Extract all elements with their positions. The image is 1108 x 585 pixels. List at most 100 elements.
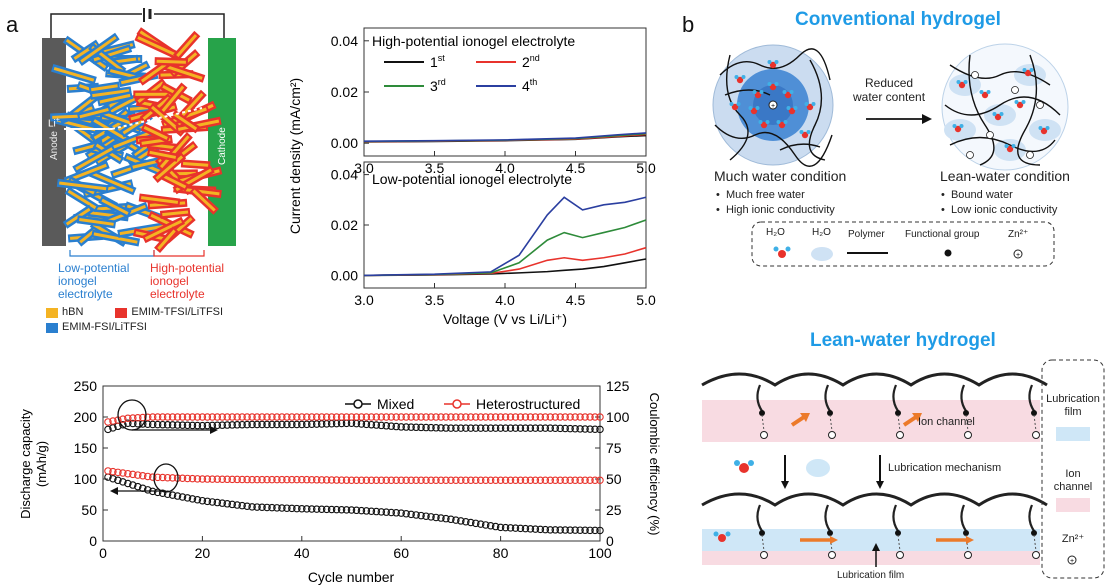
side-chain (961, 505, 966, 531)
much-water-title: Much water condition (714, 168, 846, 184)
cathode-label: Cathode (217, 127, 228, 165)
water-molecule (718, 534, 726, 542)
cap-arrowhead (110, 487, 118, 495)
side-chain (893, 505, 898, 531)
legend-h2o-label-b: H₂O (812, 227, 831, 238)
lsv-legend: 1st 2nd3rd 4th (384, 53, 540, 94)
lsv-bottom-lines (364, 197, 646, 275)
side-legend-channel-swatch (1056, 498, 1090, 512)
x-tick-label: 60 (393, 545, 409, 561)
side-legend-channel-label: Ion channel (1042, 468, 1104, 494)
x-tick-label: 3.5 (425, 292, 445, 308)
cycle-legend: Mixed Heterostructured (345, 396, 580, 412)
series-line-4th (364, 197, 646, 275)
ion-channel-band-bottom (702, 551, 1040, 565)
cycle-points (105, 414, 603, 534)
zinc-ion (761, 432, 768, 439)
electrolyte-rods (50, 27, 222, 253)
anode-label: Anode (49, 131, 60, 160)
zinc-ion (987, 132, 994, 139)
low-bracket (70, 250, 154, 256)
legend-label: Heterostructured (476, 396, 580, 412)
x-tick-label: 20 (195, 545, 211, 561)
y-tick-label: 0.04 (331, 33, 358, 49)
x-tick-label: 4.5 (566, 292, 586, 308)
zinc-ion (972, 72, 979, 79)
side-legend-zinc-label: Zn²⁺ (1042, 532, 1104, 545)
y-tick-label: 0.02 (331, 217, 358, 233)
zinc-ion (1037, 102, 1044, 109)
circuit-wire-left (51, 14, 142, 38)
panel-a-letter: a (6, 12, 18, 38)
lsv-ylabel: Current density (mA/cm²) (287, 78, 303, 234)
mechanism-water-blob (806, 459, 830, 477)
x-tick-label: 5.0 (636, 160, 656, 176)
series-line-2nd (364, 248, 646, 276)
lsv-chart: 0.040.020.003.0 3.5 4.0 4.5 5.0 0.040.020.00… (280, 14, 660, 334)
zinc-ion (829, 552, 836, 559)
lsv-bottom-title: Low-potential ionogel electrolyte (372, 171, 572, 187)
zinc-ion (1033, 552, 1040, 559)
y-tick-label: 0.00 (331, 135, 358, 151)
legend-label: 1st (430, 53, 445, 70)
low-potential-label: Low-potential ionogel electrolyte (58, 262, 129, 301)
side-chain (825, 505, 830, 531)
lsv-bottom-ticks: 0.040.020.003.0 3.5 4.0 4.5 5.0 (331, 167, 656, 308)
zinc-ion (1012, 87, 1019, 94)
svg-text:+: + (771, 103, 775, 110)
zinc-ion (965, 552, 972, 559)
legend-polymer-label: Polymer (848, 229, 885, 240)
mechanism-label: Lubrication mechanism (888, 462, 1001, 474)
zinc-ion (965, 432, 972, 439)
legend-item-fsi: EMIM-FSI/LiTFSI (46, 320, 223, 335)
zinc-ion (967, 152, 974, 159)
battery-legend: hBN EMIM-TFSI/LiTFSI EMIM-FSI/LiTFSI (46, 305, 223, 335)
legend-label: 4th (522, 77, 537, 94)
y-tick-label-left: 200 (74, 409, 98, 425)
legend-label: 3rd (430, 77, 446, 94)
y-tick-label-left: 150 (74, 440, 98, 456)
x-tick-label: 4.0 (495, 292, 515, 308)
y-tick-label-right: 125 (606, 378, 630, 394)
conventional-title: Conventional hydrogel (795, 9, 1001, 31)
legend-marker (354, 400, 362, 408)
legend-h2o-molecule (778, 250, 786, 258)
reduced-water-label: Reduced water content (853, 76, 925, 104)
y-tick-label-right: 50 (606, 471, 622, 487)
lsv-top-lines (364, 133, 646, 142)
lean-water-hydrogel-title: Lean-water hydrogel (810, 330, 996, 352)
mechanism-water-molecule (739, 463, 749, 473)
side-chain (757, 505, 762, 531)
cycle-xlabel: Cycle number (308, 569, 395, 585)
zinc-ion (761, 552, 768, 559)
much-water-bullets: • Much free water • High ionic conductiv… (716, 188, 835, 218)
side-legend-film-swatch (1056, 427, 1090, 441)
y-tick-label-left: 100 (74, 471, 98, 487)
y-tick-label-left: 250 (74, 378, 98, 394)
legend-marker (453, 400, 461, 408)
cycle-ylabel-right: Coulombic efficiency (%) (647, 393, 660, 536)
ion-label: Li+ (48, 117, 60, 129)
svg-text:+: + (1070, 558, 1074, 565)
x-tick-label: 3.0 (354, 292, 374, 308)
x-tick-label: 40 (294, 545, 310, 561)
lean-water-title: Lean-water condition (940, 168, 1070, 184)
zinc-ion (897, 432, 904, 439)
ion-channel-label: Ion channel (918, 416, 975, 428)
svg-text:+: + (1016, 252, 1020, 259)
y-tick-label-right: 25 (606, 502, 622, 518)
battery-schematic (42, 8, 262, 258)
x-tick-label: 0 (99, 545, 107, 561)
reduced-arrowhead (922, 114, 932, 124)
y-tick-label-left: 0 (89, 533, 97, 549)
legend-h2o-label-a: H₂O (766, 227, 785, 238)
legend-item-hbn: hBN (46, 305, 83, 320)
side-legend-film-label: Lubrication film (1042, 393, 1104, 419)
lean-water-bullets: • Bound water • Low ionic conductivity (941, 188, 1057, 218)
lubrication-film-band (702, 529, 1040, 551)
cycle-chart: 0 20 40 60 80 1002502001501005001251007550250… (0, 378, 660, 585)
x-tick-label: 5.0 (636, 292, 656, 308)
legend-label: Mixed (377, 396, 414, 412)
lsv-xlabel: Voltage (V vs Li/Li⁺) (443, 311, 567, 327)
high-potential-label: High-potential ionogel electrolyte (150, 262, 224, 301)
